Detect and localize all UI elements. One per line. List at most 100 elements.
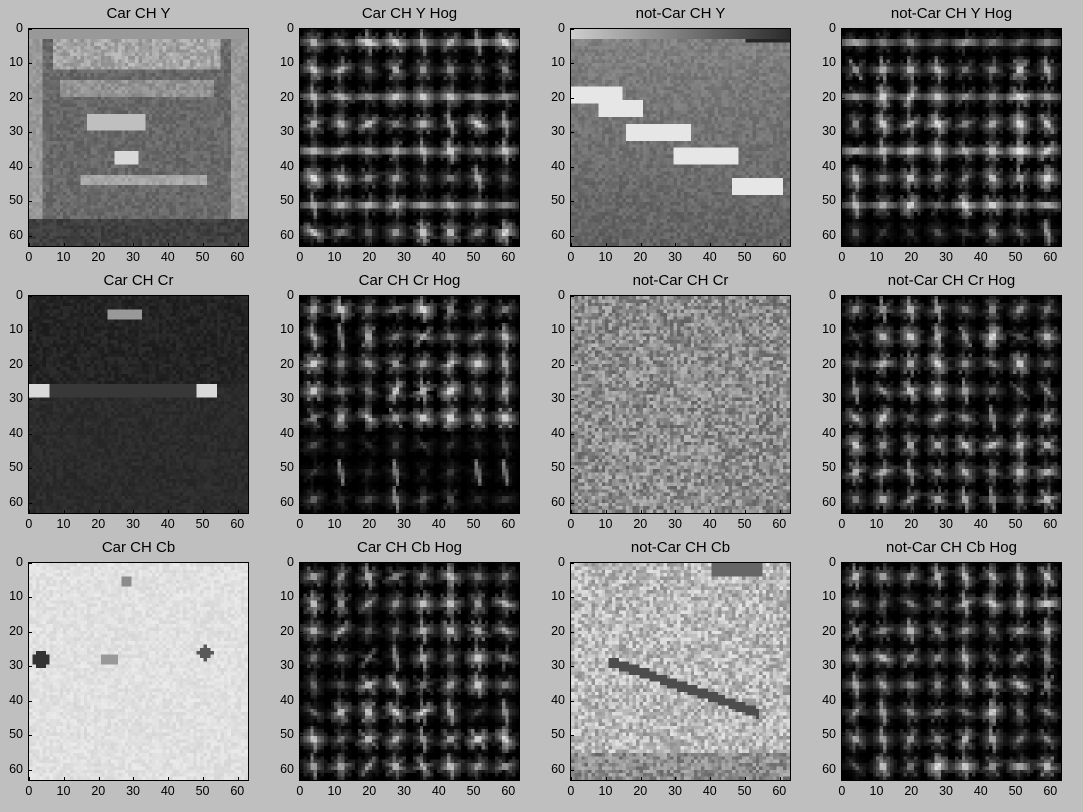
x-tick-mark (675, 510, 677, 514)
y-tick-label: 50 (551, 727, 565, 742)
x-tick-mark (202, 243, 204, 247)
channel-image (29, 563, 248, 780)
subplot-title: Car CH Cb Hog (356, 539, 463, 556)
x-tick-mark (334, 510, 336, 514)
x-tick-mark (710, 510, 712, 514)
x-tick-label: 10 (56, 517, 71, 531)
y-tick-label: 50 (9, 193, 23, 208)
y-tick-mark (28, 97, 32, 99)
y-tick-mark (28, 631, 32, 633)
y-tick-mark (570, 364, 574, 366)
x-tick-mark (744, 243, 746, 247)
x-tick-label: 50 (1008, 517, 1023, 531)
y-tick-mark (28, 666, 32, 668)
channel-image (29, 29, 248, 246)
x-tick-label: 0 (567, 517, 575, 531)
x-tick-label: 40 (160, 517, 175, 531)
x-tick-mark (946, 777, 948, 781)
subplot: Car CH Cr 0 10 20 30 40 50 60 0 10 20 30 40 50 60 (9, 269, 249, 538)
image-axes (28, 295, 249, 514)
y-tick-mark (570, 132, 574, 134)
channel-image (571, 296, 790, 513)
y-tick-label: 20 (9, 356, 23, 371)
y-tick-mark (28, 468, 32, 470)
y-tick-mark (841, 235, 845, 237)
y-tick-mark (570, 166, 574, 168)
y-tick-mark (570, 296, 574, 297)
y-tick-label: 40 (551, 425, 565, 440)
y-tick-label: 0 (287, 288, 294, 302)
image-axes (570, 562, 791, 781)
x-tick-mark (237, 510, 239, 514)
x-tick-label: 40 (973, 784, 988, 798)
y-tick-label: 60 (9, 227, 23, 242)
x-tick-label: 50 (466, 517, 481, 531)
y-tick-mark (841, 468, 845, 470)
y-tick-label: 0 (287, 555, 294, 569)
y-tick-label: 50 (822, 727, 836, 742)
subplot-title: not-Car CH Cr Hog (887, 272, 1016, 289)
x-tick-label: 30 (126, 784, 140, 798)
y-tick-mark (299, 666, 303, 668)
subplot: Car CH Cb 0 10 20 30 40 50 60 0 10 20 30 40 50 60 (9, 536, 249, 805)
y-tick-label: 50 (9, 727, 23, 742)
y-tick-mark (841, 97, 845, 99)
x-tick-mark (300, 243, 301, 247)
subplot: not-Car CH Y 0 10 20 30 40 50 60 0 10 20 30 40 50 60 (551, 2, 791, 271)
x-tick-mark (675, 243, 677, 247)
y-tick-label: 30 (9, 124, 23, 139)
x-tick-mark (29, 243, 30, 247)
x-tick-label: 40 (160, 250, 175, 264)
x-tick-label: 50 (1008, 784, 1023, 798)
y-tick-mark (299, 296, 303, 297)
x-tick-label: 60 (501, 250, 516, 264)
y-tick-mark (28, 700, 32, 702)
hog-image (842, 29, 1061, 246)
x-tick-mark (98, 243, 100, 247)
x-tick-mark (640, 777, 642, 781)
x-tick-mark (911, 510, 913, 514)
x-tick-label: 60 (1043, 250, 1058, 264)
y-tick-label: 0 (16, 555, 23, 569)
image-axes (570, 28, 791, 247)
x-tick-label: 30 (939, 517, 953, 531)
subplot-title: not-Car CH Cb (630, 539, 731, 556)
image-axes (28, 28, 249, 247)
y-tick-mark (570, 700, 574, 702)
y-tick-mark (28, 235, 32, 237)
y-tick-mark (841, 502, 845, 504)
x-tick-mark (508, 243, 510, 247)
x-tick-mark (334, 777, 336, 781)
y-tick-mark (570, 399, 574, 401)
x-tick-mark (1050, 243, 1052, 247)
x-tick-label: 50 (1008, 250, 1023, 264)
y-tick-label: 40 (9, 158, 23, 173)
subplot-title: Car CH Y (106, 5, 171, 22)
y-tick-label: 20 (280, 89, 294, 104)
y-tick-label: 60 (822, 761, 836, 776)
y-tick-mark (570, 666, 574, 668)
x-tick-label: 30 (668, 250, 682, 264)
y-tick-label: 20 (280, 623, 294, 638)
y-tick-label: 10 (280, 55, 294, 70)
subplot: Car CH Cb Hog 0 10 20 30 40 50 60 0 10 20 30 40 50 60 (280, 536, 520, 805)
x-tick-label: 0 (296, 250, 304, 264)
x-tick-mark (779, 777, 781, 781)
x-tick-mark (876, 777, 878, 781)
subplot-title: not-Car CH Cr (632, 272, 729, 289)
x-tick-label: 30 (397, 784, 411, 798)
x-tick-mark (473, 243, 475, 247)
y-tick-mark (841, 563, 845, 564)
x-tick-label: 30 (668, 784, 682, 798)
x-tick-label: 0 (567, 250, 575, 264)
x-tick-label: 60 (501, 784, 516, 798)
x-tick-label: 30 (397, 517, 411, 531)
y-tick-label: 50 (822, 193, 836, 208)
y-tick-mark (570, 235, 574, 237)
x-tick-mark (571, 510, 572, 514)
x-tick-label: 20 (633, 784, 648, 798)
y-tick-label: 30 (280, 124, 294, 139)
x-tick-label: 0 (296, 517, 304, 531)
x-tick-label: 30 (397, 250, 411, 264)
